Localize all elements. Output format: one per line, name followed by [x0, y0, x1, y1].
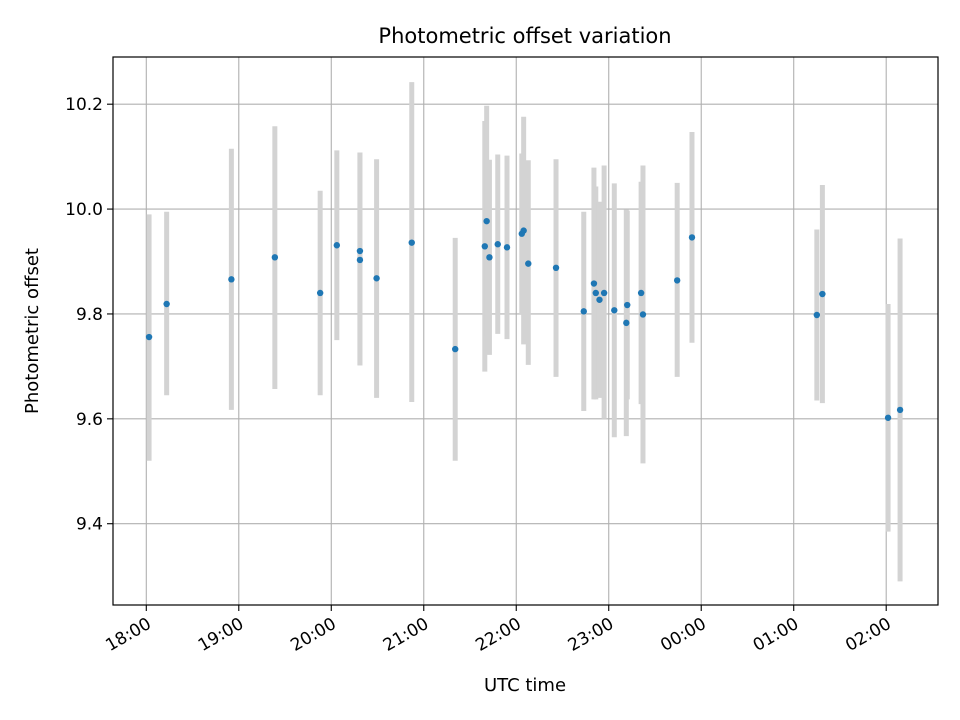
data-point — [590, 280, 598, 287]
data-point — [483, 217, 490, 225]
data-point — [520, 227, 527, 234]
y-axis-label: Photometric offset — [22, 248, 43, 414]
data-point — [356, 256, 364, 264]
y-tick-label: 9.6 — [76, 410, 103, 430]
data-point — [552, 264, 560, 272]
data-point — [163, 300, 170, 308]
data-points — [145, 217, 904, 421]
y-axis-ticks: 9.4 9.6 9.8 10.0 10.2 — [65, 95, 113, 535]
data-point — [813, 311, 821, 319]
data-point — [316, 289, 324, 297]
plot-area-frame — [112, 56, 939, 606]
y-tick-label: 10.0 — [65, 200, 103, 220]
data-point — [356, 247, 364, 255]
data-point — [580, 308, 587, 315]
chart-title: Photometric offset variation — [378, 24, 671, 48]
data-point — [333, 242, 341, 249]
data-point — [373, 275, 380, 282]
data-point — [525, 260, 532, 267]
data-point — [503, 244, 511, 251]
y-tick-label: 10.2 — [65, 95, 103, 115]
data-point — [611, 307, 618, 314]
data-point — [637, 289, 645, 297]
data-point — [896, 406, 904, 414]
y-tick-label: 9.8 — [76, 305, 103, 325]
data-point — [673, 277, 681, 284]
x-axis-label: UTC time — [484, 675, 566, 696]
data-point — [624, 301, 631, 309]
data-point — [408, 239, 415, 246]
grid — [113, 57, 938, 605]
data-point — [228, 276, 235, 283]
data-point — [596, 296, 603, 303]
data-point — [600, 289, 608, 297]
data-point — [884, 414, 892, 421]
data-point — [688, 234, 696, 241]
data-point — [623, 319, 630, 327]
data-point — [452, 345, 459, 353]
data-point — [145, 333, 153, 341]
data-point — [592, 289, 599, 297]
data-point — [639, 311, 647, 318]
y-tick-label: 9.4 — [76, 515, 103, 535]
data-point — [486, 254, 493, 261]
data-point — [481, 243, 489, 250]
data-point — [271, 254, 279, 261]
data-point — [494, 241, 501, 248]
data-point — [819, 290, 826, 298]
